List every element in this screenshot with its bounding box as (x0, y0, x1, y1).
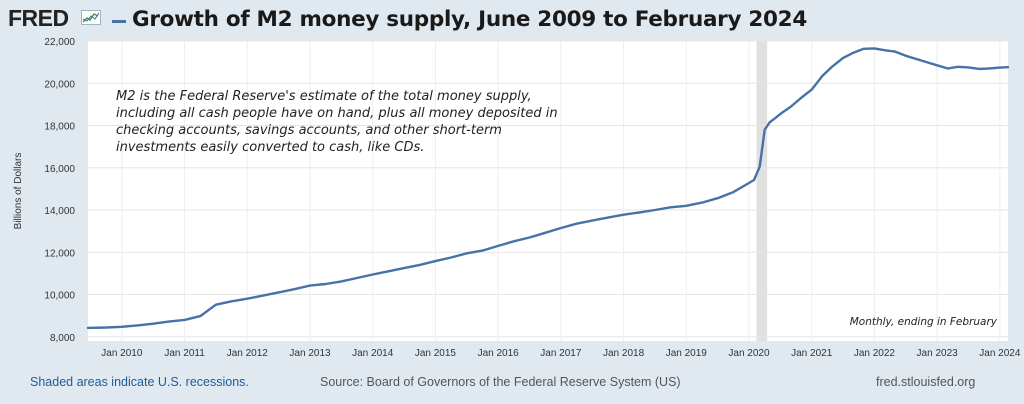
x-tick-label: Jan 2013 (289, 348, 331, 359)
grid-layer (88, 40, 1008, 341)
y-tick-label: 14,000 (44, 206, 75, 217)
y-tick-label: 18,000 (44, 122, 75, 133)
fred-logo-chart-icon (81, 10, 101, 25)
series-line-m2[interactable] (86, 47, 1010, 330)
y-tick-label: 8,000 (50, 333, 75, 344)
chart-annotation: M2 is the Federal Reserve's estimate of … (116, 89, 558, 155)
frequency-note: Monthly, ending in February (849, 316, 997, 328)
fred-url-link[interactable]: fred.stlouisfed.org (876, 375, 976, 389)
recession-note-link[interactable]: Shaded areas indicate U.S. recessions. (30, 375, 249, 389)
x-tick-label: Jan 2023 (917, 348, 959, 359)
y-axis-label: Billions of Dollars (13, 153, 24, 230)
x-tick-label: Jan 2017 (540, 348, 582, 359)
recession-band (756, 41, 768, 341)
x-tick-labels: Jan 2010 Jan 2011 Jan 2012 Jan 2013 Jan 2014… (101, 348, 1021, 359)
x-tick-label: Jan 2018 (603, 348, 645, 359)
y-tick-label: 10,000 (44, 291, 75, 302)
y-tick-label: 22,000 (44, 37, 75, 48)
x-tick-label: Jan 2024 (979, 348, 1021, 359)
y-tick-labels: 8,000 10,000 12,000 14,000 16,000 18,000 20,00… (44, 37, 75, 344)
x-tick-label: Jan 2021 (791, 348, 833, 359)
legend-series-line (112, 20, 126, 23)
recession-layer (756, 41, 768, 341)
x-tick-label: Jan 2020 (728, 348, 770, 359)
series-layer (86, 47, 1010, 330)
x-tick-label: Jan 2022 (854, 348, 896, 359)
fred-logo[interactable]: FRED (8, 5, 69, 31)
x-tick-label: Jan 2016 (478, 348, 520, 359)
x-tick-label: Jan 2010 (101, 348, 143, 359)
chart-title: Growth of M2 money supply, June 2009 to … (132, 7, 807, 32)
x-tick-label: Jan 2019 (666, 348, 708, 359)
y-tick-label: 20,000 (44, 79, 75, 90)
y-tick-label: 16,000 (44, 164, 75, 175)
x-tick-label: Jan 2011 (164, 348, 205, 359)
header: FRED Growth of M2 money supply, June 200… (8, 5, 1018, 35)
x-tick-label: Jan 2015 (415, 348, 457, 359)
plot-background (88, 41, 1008, 341)
source-note: Source: Board of Governors of the Federa… (320, 375, 681, 389)
x-tick-label: Jan 2012 (227, 348, 269, 359)
x-tick-label: Jan 2014 (352, 348, 394, 359)
y-tick-label: 12,000 (44, 248, 75, 259)
